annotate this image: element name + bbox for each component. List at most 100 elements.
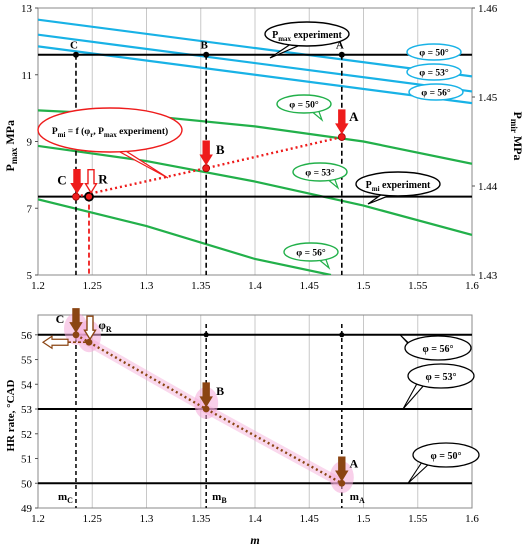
m-label-main: m xyxy=(212,491,221,503)
bottom-x-tick-label: 1.3 xyxy=(140,513,154,525)
b-label-top: B xyxy=(216,142,225,157)
fit-callout-ellipse xyxy=(37,107,183,153)
green-legend-callout xyxy=(276,94,332,114)
top-x-tick-label: 1.45 xyxy=(300,280,320,292)
m-label-sub: B xyxy=(221,496,227,505)
fit-sub2: r xyxy=(90,131,93,139)
cyan-legend-callout xyxy=(406,63,462,81)
a-brown-arrow xyxy=(335,456,349,482)
top-x-tick-label: 1.35 xyxy=(191,280,211,292)
phi-r-label: φR xyxy=(98,318,112,334)
top-x-tick-label: 1.5 xyxy=(357,280,371,292)
phi-r-main: φ xyxy=(98,318,106,332)
pmi-callout-main: P xyxy=(366,180,372,191)
pmi-callout-ellipse xyxy=(355,171,441,197)
top-y2-label-main: P xyxy=(511,112,524,119)
pmi-callout-rest: experiment xyxy=(380,180,431,191)
m-top-dot xyxy=(203,332,209,338)
bottom-y-tick-label: 49 xyxy=(21,503,33,515)
bottom-x-tick-label: 1.6 xyxy=(465,513,479,525)
green-legend-text: φ = 56° xyxy=(296,248,326,259)
cyan-legend-text: φ = 56° xyxy=(421,88,451,99)
r-arrow xyxy=(84,168,98,195)
top-point-label: B xyxy=(201,40,209,52)
top-y2-label-sub: mir xyxy=(509,119,519,133)
pmax-callout-main: P xyxy=(272,30,278,41)
top-chart: 5 7 9 11 13 1.43 1.44 1.45 1.46 1.2 1.25 1.3 1.35 1.4… xyxy=(3,3,524,292)
pmax-series-line xyxy=(38,33,472,93)
bottom-y-axis-label: HR rate, °CAD xyxy=(5,380,17,452)
top-point-marker xyxy=(203,51,210,58)
top-x-tick-label: 1.55 xyxy=(408,280,428,292)
bottom-y-tick-label: 52 xyxy=(21,429,32,441)
m-label-sub: A xyxy=(359,496,365,505)
top-x-tick-label: 1.4 xyxy=(248,280,262,292)
cyan-legend-callout xyxy=(406,43,462,61)
hr-fit-marker xyxy=(202,405,210,413)
b-brown-arrow xyxy=(199,382,213,408)
hr-callout-text: φ = 50° xyxy=(431,451,462,462)
fit-sub3: max xyxy=(104,131,117,139)
top-x-tick-label: 1.25 xyxy=(83,280,103,292)
pmax-callout-ellipse xyxy=(264,21,350,47)
m-label: mB xyxy=(212,491,227,505)
c-brown-arrow xyxy=(69,308,83,334)
bottom-y-tick-label: 54 xyxy=(21,379,33,391)
fit-point-marker xyxy=(72,192,80,201)
fit-main: P xyxy=(52,127,58,137)
green-legend-text: φ = 53° xyxy=(305,168,335,179)
pmir-series-line xyxy=(38,198,332,275)
fit-callout-text: Pmi = f (φr, Pmax experiment) xyxy=(52,126,168,139)
bottom-plot-frame xyxy=(37,314,473,509)
hr-fit-marker xyxy=(72,331,80,339)
top-x-tick-label: 1.2 xyxy=(31,280,45,292)
top-y-label-main: P xyxy=(3,164,17,171)
top-point-marker xyxy=(72,51,79,58)
r-point-marker xyxy=(84,191,94,202)
top-point-label: A xyxy=(336,40,344,52)
fit-point-marker xyxy=(202,164,211,173)
cyan-legend-callout xyxy=(408,83,464,101)
top-point-marker xyxy=(338,51,345,58)
top-y2-tick-label: 1.44 xyxy=(478,181,498,193)
top-x-tick-label: 1.3 xyxy=(140,280,154,292)
bottom-y-tick-label: 56 xyxy=(21,330,33,342)
pmi-callout-sub: mi xyxy=(372,185,380,193)
a-arrow xyxy=(335,109,349,135)
hr-callout-text: φ = 56° xyxy=(423,344,454,355)
bottom-y-tick-label: 50 xyxy=(21,478,33,490)
c-arrow xyxy=(70,168,84,195)
green-legend-callout xyxy=(283,242,339,262)
hr-callout-text: φ = 53° xyxy=(426,372,457,383)
top-point-label: C xyxy=(70,40,78,52)
green-legend-callout xyxy=(292,162,348,182)
top-y-tick-label: 9 xyxy=(27,137,33,149)
r-brown-arrow xyxy=(83,315,97,341)
top-y-label-sub: max xyxy=(9,147,19,164)
hr-callout-ellipse xyxy=(404,335,472,361)
a-label-bottom: A xyxy=(349,456,358,470)
bottom-x-tick-label: 1.5 xyxy=(357,513,371,525)
top-y-tick-label: 5 xyxy=(27,270,33,282)
pmax-callout-rest: experiment xyxy=(291,30,342,41)
bottom-x-tick-label: 1.2 xyxy=(31,513,45,525)
green-legend-text: φ = 50° xyxy=(289,100,319,111)
bottom-x-tick-label: 1.45 xyxy=(300,513,320,525)
top-y-label-unit: MPa xyxy=(3,120,17,148)
hr-fit-marker xyxy=(338,479,346,487)
bottom-x-tick-label: 1.25 xyxy=(83,513,103,525)
hr-callout-ellipse xyxy=(412,442,480,468)
c-label-bottom: C xyxy=(56,312,65,326)
top-x-tick-label: 1.6 xyxy=(465,280,479,292)
pmir-series-line xyxy=(38,144,472,237)
pmax-series-line xyxy=(38,45,472,105)
bottom-y-tick-label: 53 xyxy=(21,404,33,416)
top-y2-label-unit: MPa xyxy=(511,133,524,161)
m-label-main: m xyxy=(350,491,359,503)
cyan-legend-text: φ = 50° xyxy=(419,48,449,59)
pmax-callout-text: Pmax experiment xyxy=(272,30,342,43)
fit-rest3: experiment) xyxy=(117,126,168,137)
top-y-tick-label: 11 xyxy=(21,70,32,82)
bottom-y-tick-label: 55 xyxy=(21,355,33,367)
